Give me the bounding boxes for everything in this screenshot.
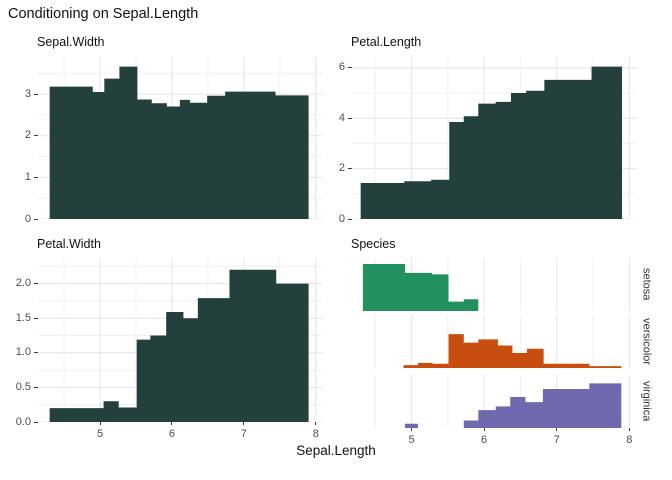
y-tick-mark bbox=[34, 317, 38, 319]
y-tick-label: 2 bbox=[24, 129, 31, 142]
x-tick-mark bbox=[99, 422, 101, 425]
x-axis-title: Sepal.Length bbox=[296, 443, 376, 458]
panel-title-petal-width: Petal.Width bbox=[37, 237, 101, 251]
x-tick-mark bbox=[171, 422, 173, 425]
y-tick-mark bbox=[34, 135, 38, 137]
species-row-plot-versicolor bbox=[374, 315, 630, 368]
y-tick-label: 0.0 bbox=[15, 415, 31, 428]
y-tick-mark bbox=[348, 67, 352, 69]
y-tick-mark bbox=[34, 421, 38, 423]
strip-label-versicolor: versicolor bbox=[640, 317, 653, 366]
y-tick-label: 0.5 bbox=[15, 380, 31, 393]
y-tick-label: 2 bbox=[338, 162, 345, 175]
y-tick-label: 1.5 bbox=[15, 311, 31, 324]
y-tick-label: 3 bbox=[24, 87, 31, 100]
y-tick-mark bbox=[34, 386, 38, 388]
x-tick-label: 8 bbox=[626, 434, 633, 446]
x-tick-label: 8 bbox=[312, 428, 319, 440]
species-row-plot-virginica bbox=[374, 375, 630, 428]
y-tick-mark bbox=[348, 117, 352, 119]
figure-title: Conditioning on Sepal.Length bbox=[8, 6, 199, 22]
petal-length-plot bbox=[352, 57, 637, 219]
petal-length-area bbox=[360, 66, 623, 219]
panel-title-species: Species bbox=[351, 237, 396, 251]
y-tick-mark bbox=[34, 93, 38, 95]
panel-title-petal-length: Petal.Length bbox=[351, 35, 422, 49]
sepal-width-plot bbox=[38, 57, 322, 219]
y-tick-label: 4 bbox=[338, 111, 345, 124]
petal-width-area bbox=[49, 269, 309, 422]
y-tick-mark bbox=[34, 218, 38, 220]
y-tick-mark bbox=[34, 283, 38, 285]
y-tick-label: 1.0 bbox=[15, 346, 31, 359]
species-row-plot-setosa bbox=[362, 258, 630, 311]
x-tick-label: 5 bbox=[96, 428, 104, 440]
sepal-width-area bbox=[49, 66, 309, 219]
x-tick-label: 6 bbox=[481, 434, 488, 446]
y-tick-mark bbox=[34, 176, 38, 178]
x-tick-mark bbox=[628, 428, 630, 431]
x-tick-label: 6 bbox=[168, 428, 175, 440]
x-tick-mark bbox=[556, 428, 558, 431]
y-tick-mark bbox=[34, 352, 38, 354]
y-tick-label: 6 bbox=[338, 61, 345, 74]
x-tick-mark bbox=[243, 422, 245, 425]
x-tick-label: 7 bbox=[553, 434, 560, 446]
strip-label-setosa: setosa bbox=[640, 268, 653, 301]
petal-width-plot bbox=[38, 258, 322, 422]
y-tick-label: 1 bbox=[24, 170, 31, 183]
x-tick-mark bbox=[483, 428, 485, 431]
x-tick-mark bbox=[411, 428, 412, 431]
y-tick-mark bbox=[348, 218, 352, 220]
x-tick-label: 7 bbox=[240, 428, 247, 440]
histogram-setosa bbox=[362, 264, 479, 311]
histogram-virginica bbox=[404, 383, 622, 428]
y-tick-label: 2.0 bbox=[15, 277, 31, 290]
strip-label-virginica: virginica bbox=[640, 381, 653, 422]
panel-title-sepal-width: Sepal.Width bbox=[37, 35, 105, 49]
histogram-versicolor bbox=[403, 334, 622, 368]
x-tick-mark bbox=[315, 422, 317, 425]
y-tick-label: 0 bbox=[338, 212, 345, 225]
y-tick-mark bbox=[348, 168, 352, 170]
y-tick-label: 0 bbox=[24, 212, 31, 225]
x-tick-label: 5 bbox=[408, 434, 415, 446]
